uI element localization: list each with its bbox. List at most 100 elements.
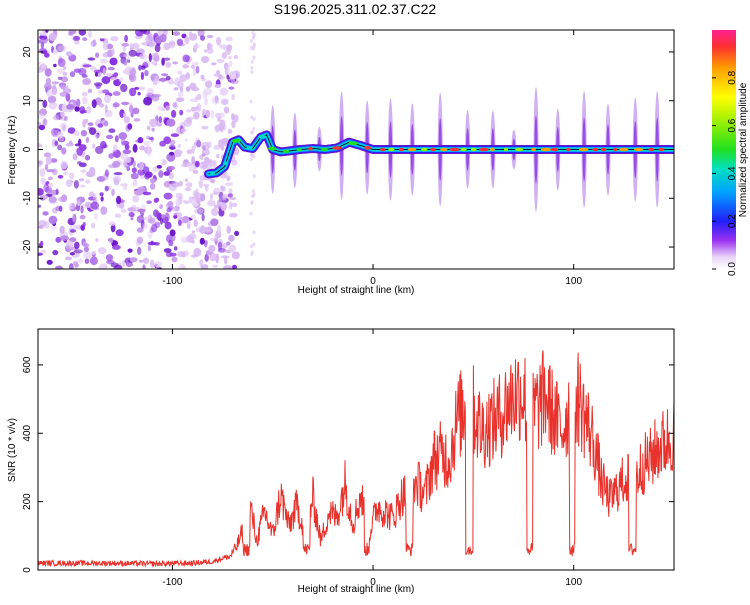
heatmap-noise-blob [103, 120, 109, 127]
heatmap-noise-blob [90, 66, 97, 71]
heatmap-noise-blob [250, 201, 254, 205]
heatmap-noise-blob [184, 138, 188, 142]
heatmap-noise-blob [82, 119, 86, 128]
heatmap-noise-blob [142, 140, 151, 147]
heatmap-noise-blob [252, 174, 256, 179]
heatmap-noise-blob [189, 31, 192, 36]
heatmap-noise-blob [123, 60, 128, 66]
heatmap-noise-blob [204, 98, 208, 106]
heatmap-x-tick-label: 0 [370, 276, 376, 287]
heatmap-noise-blob [207, 200, 216, 207]
heatmap-noise-blob [201, 78, 207, 82]
heatmap-noise-blob [166, 118, 176, 127]
heatmap-noise-blob [78, 178, 85, 182]
heatmap-noise-blob [95, 52, 100, 58]
heatmap-hotspot [592, 147, 599, 152]
heatmap-noise-blob [142, 191, 152, 196]
heatmap-noise-blob [177, 143, 181, 149]
heatmap-noise-blob [210, 62, 217, 66]
heatmap-noise-blob [53, 115, 60, 121]
heatmap-noise-blob [92, 143, 96, 149]
heatmap-noise-blob [64, 256, 73, 261]
heatmap-hotspot [407, 147, 417, 152]
heatmap-noise-blob [167, 165, 176, 171]
heatmap-noise-blob [166, 153, 176, 162]
heatmap-noise-blob [176, 38, 184, 46]
heatmap-noise-blob [252, 42, 256, 47]
heatmap-noise-blob [57, 174, 64, 179]
heatmap-noise-blob [39, 168, 46, 177]
heatmap-hotspot [268, 146, 277, 151]
heatmap-hotspot [634, 147, 644, 152]
heatmap-noise-blob [206, 160, 216, 167]
heatmap-noise-blob [60, 111, 65, 118]
heatmap-noise-blob [159, 33, 167, 43]
heatmap-noise-blob [118, 77, 124, 82]
heatmap-noise-blob [156, 165, 162, 169]
heatmap-noise-blob [40, 41, 45, 49]
heatmap-noise-blob [182, 54, 190, 63]
snr-y-axis-label: SNR (10 * v/v) [7, 418, 18, 482]
heatmap-noise-blob [210, 178, 216, 184]
heatmap-noise-blob [226, 44, 233, 52]
heatmap-noise-blob [195, 227, 202, 232]
heatmap-noise-blob [112, 91, 121, 96]
heatmap-marks [38, 30, 674, 269]
heatmap-noise-blob [196, 139, 202, 148]
heatmap-noise-blob [169, 229, 176, 237]
heatmap-noise-blob [132, 143, 138, 153]
heatmap-noise-blob [138, 161, 144, 171]
heatmap-hotspot [440, 147, 448, 152]
heatmap-noise-blob [210, 109, 215, 119]
heatmap-noise-blob [174, 149, 182, 158]
heatmap-noise-blob [87, 57, 96, 61]
heatmap-noise-blob [79, 144, 87, 152]
heatmap-noise-blob [75, 224, 82, 230]
heatmap-noise-blob [74, 241, 80, 250]
heatmap-noise-blob [48, 196, 57, 203]
heatmap-noise-blob [136, 227, 144, 233]
heatmap-y-tick-label: 10 [22, 95, 33, 107]
heatmap-noise-blob [137, 236, 144, 244]
heatmap-noise-blob [205, 109, 211, 119]
heatmap-noise-blob [138, 86, 146, 91]
heatmap-noise-blob [60, 160, 68, 170]
heatmap-noise-blob [38, 188, 44, 196]
heatmap-noise-blob [206, 34, 214, 39]
heatmap-hotspot [600, 147, 607, 152]
heatmap-noise-blob [190, 214, 196, 220]
heatmap-noise-blob [200, 193, 206, 202]
heatmap-noise-blob [251, 31, 255, 36]
heatmap-noise-blob [142, 257, 150, 264]
heatmap-noise-blob [163, 192, 173, 200]
heatmap-noise-blob [250, 115, 254, 120]
heatmap-noise-blob [172, 102, 177, 108]
heatmap-noise-blob [41, 62, 46, 69]
heatmap-noise-blob [204, 240, 208, 248]
heatmap-noise-blob [128, 73, 137, 83]
heatmap-noise-blob [218, 112, 225, 118]
heatmap-noise-blob [39, 195, 49, 200]
heatmap-noise-blob [97, 123, 103, 128]
heatmap-noise-blob [74, 106, 80, 112]
heatmap-noise-blob [116, 195, 122, 205]
heatmap-noise-blob [69, 229, 77, 233]
heatmap-noise-blob [45, 77, 52, 85]
heatmap-noise-blob [67, 127, 76, 134]
heatmap-noise-blob [217, 118, 221, 122]
heatmap-noise-blob [137, 246, 142, 255]
heatmap-noise-blob [72, 153, 78, 161]
heatmap-noise-blob [170, 181, 180, 188]
heatmap-noise-blob [215, 255, 219, 264]
heatmap-noise-blob [106, 134, 114, 140]
heatmap-noise-blob [57, 45, 67, 52]
snr-panel: -100 0 100 0 200 400 600 Height of straight l… [7, 328, 675, 595]
heatmap-noise-blob [171, 256, 178, 263]
heatmap-noise-blob [73, 35, 80, 42]
colorbar-tick-label: 0.8 [727, 70, 738, 84]
heatmap-noise-blob [220, 255, 230, 259]
heatmap-noise-blob [218, 197, 223, 203]
heatmap-noise-blob [99, 38, 105, 42]
heatmap-noise-blob [94, 71, 99, 77]
